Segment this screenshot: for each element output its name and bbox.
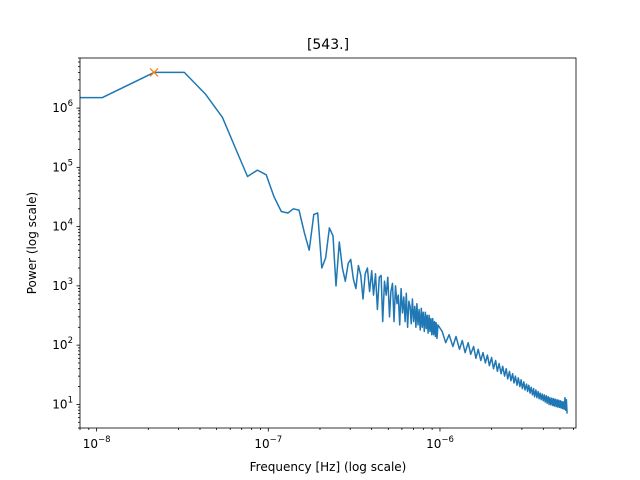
x-tick-label: 10−8	[83, 435, 111, 451]
y-tick-label: 106	[52, 99, 73, 115]
x-axis: 10−8 10−7 10−6	[79, 428, 574, 451]
x-axis-label: Frequency [Hz] (log scale)	[250, 460, 407, 474]
chart-title: [543.]	[307, 37, 349, 53]
power-spectrum-line	[80, 71, 568, 414]
y-axis: 101 102 103 104 105 106	[52, 57, 80, 429]
peak-marker	[149, 67, 159, 77]
y-tick-label: 105	[52, 158, 73, 174]
marker-layer	[149, 67, 159, 77]
y-tick-label: 102	[52, 336, 73, 352]
y-tick-label: 104	[52, 218, 73, 234]
y-axis-label: Power (log scale)	[25, 192, 39, 295]
series-layer	[80, 71, 568, 414]
y-tick-label: 101	[52, 395, 73, 411]
x-tick-label: 10−6	[426, 435, 454, 451]
x-tick-label: 10−7	[254, 435, 282, 451]
plot-frame	[79, 57, 577, 429]
y-tick-label: 103	[52, 277, 73, 293]
